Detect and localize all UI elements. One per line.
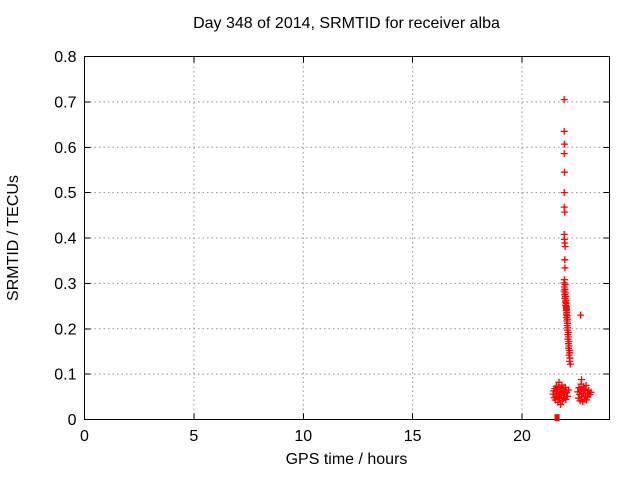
x-tick-label: 15 (404, 428, 422, 445)
y-tick-label: 0.7 (54, 94, 76, 111)
y-tick-label: 0.1 (54, 367, 76, 384)
x-axis-label: GPS time / hours (285, 451, 408, 468)
y-tick-label: 0.6 (54, 140, 76, 157)
y-tick-label: 0.2 (54, 321, 76, 338)
data-points (549, 96, 595, 408)
data-point-square (554, 414, 560, 422)
x-tick-label: 10 (294, 428, 312, 445)
y-tick-label: 0.5 (54, 185, 76, 202)
y-tick-label: 0.4 (54, 231, 76, 248)
x-tick-label: 5 (189, 428, 198, 445)
chart-title: Day 348 of 2014, SRMTID for receiver alb… (193, 15, 500, 32)
y-tick-label: 0 (68, 412, 77, 429)
x-tick-label: 20 (513, 428, 531, 445)
x-tick-label: 0 (80, 428, 89, 445)
y-tick-label: 0.3 (54, 276, 76, 293)
y-tick-label: 0.8 (54, 49, 76, 66)
